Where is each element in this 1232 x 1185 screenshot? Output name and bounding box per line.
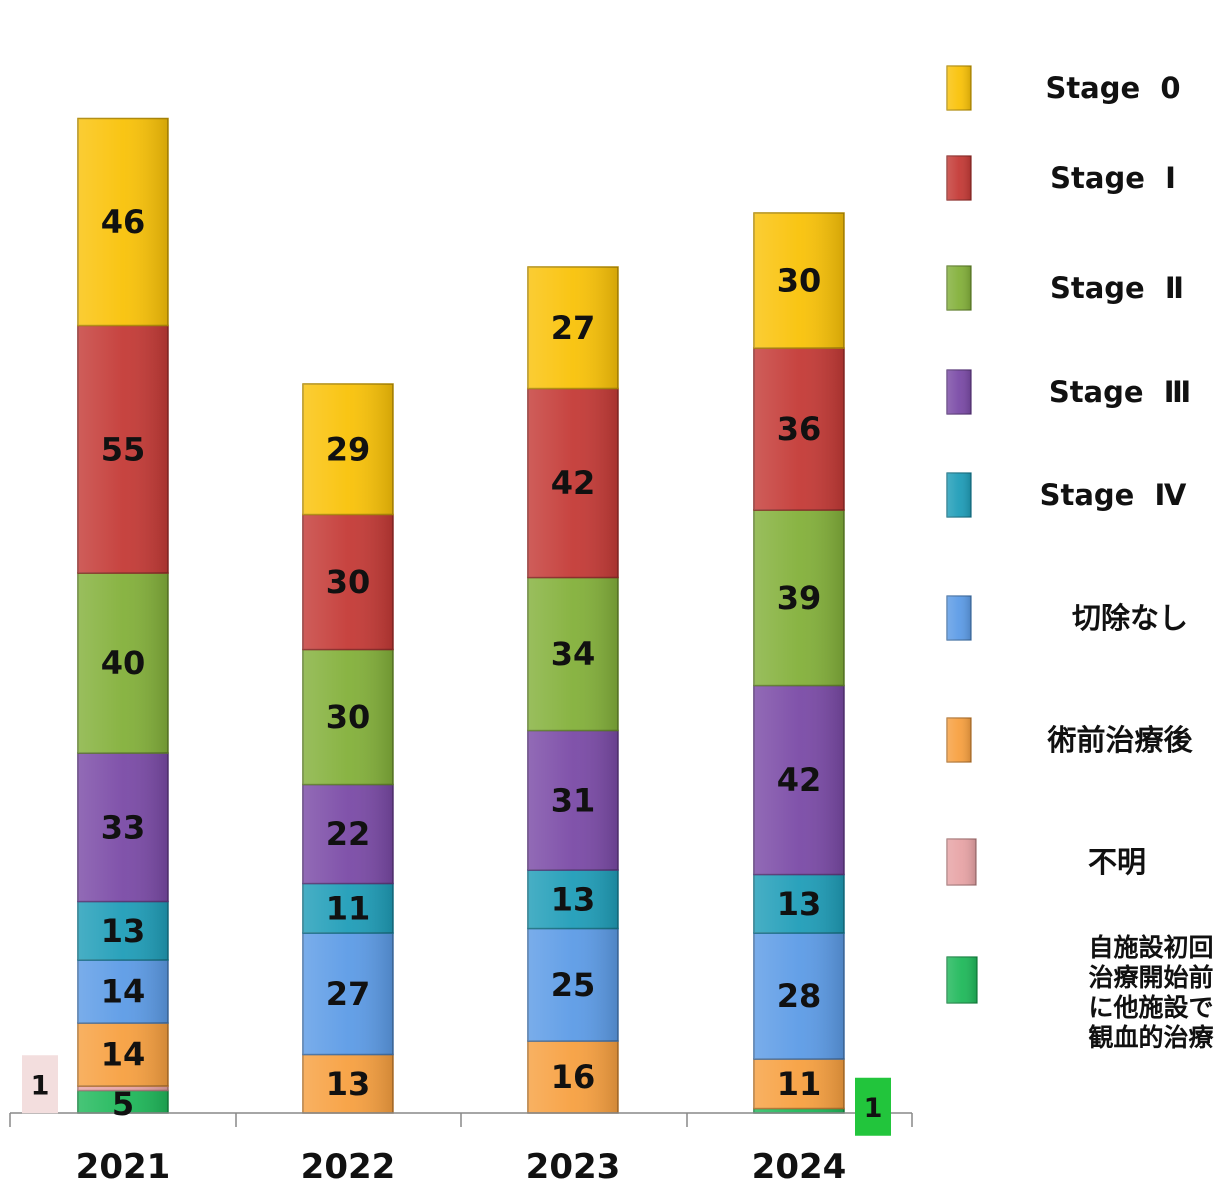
data-labels-layer: 5141413334055461327112230302916251331344… [22, 203, 891, 1136]
data-label: 11 [777, 1065, 822, 1103]
bar-highlight [528, 577, 618, 731]
x-tick-label: 2021 [76, 1147, 171, 1185]
legend-label: Stage Ⅱ [1050, 271, 1184, 305]
bar-highlight [754, 933, 844, 1059]
data-label: 5 [112, 1085, 134, 1123]
bar-highlight [303, 514, 393, 650]
legend-swatch-highlight [947, 957, 977, 1003]
bar-highlight [303, 649, 393, 785]
callout-box [22, 1055, 58, 1114]
bar-highlight [303, 1054, 393, 1113]
data-label: 13 [777, 885, 822, 923]
legend-swatch-highlight [947, 596, 971, 640]
legend-label: 切除なし [1072, 601, 1188, 635]
bar-highlight [528, 1041, 618, 1113]
data-label: 36 [777, 410, 822, 448]
data-label: 13 [101, 912, 146, 950]
data-label: 40 [101, 644, 146, 682]
data-label: 11 [326, 889, 371, 927]
callout-box [855, 1077, 891, 1136]
bar-highlight [303, 883, 393, 933]
bar-highlight [78, 118, 168, 326]
x-tick-label: 2023 [526, 1147, 621, 1185]
data-label: 14 [101, 973, 146, 1011]
legend-swatch-highlight [947, 839, 976, 885]
callout-label: 1 [864, 1093, 883, 1124]
data-label: 16 [551, 1058, 596, 1096]
data-label: 55 [101, 430, 146, 468]
bar-highlight [78, 753, 168, 902]
bar-highlight [754, 213, 844, 348]
legend-label: 不明 [1088, 845, 1146, 879]
bar-highlight [528, 730, 618, 870]
x-tick-label: 2022 [301, 1147, 396, 1185]
legend-swatch-highlight [947, 370, 971, 414]
bar-highlight [78, 1090, 168, 1113]
data-label: 30 [326, 563, 371, 601]
data-label: 34 [551, 635, 596, 673]
bar-highlight [303, 933, 393, 1055]
bar-highlight [78, 573, 168, 753]
legend-swatch-highlight [947, 266, 971, 310]
bar-highlight [754, 685, 844, 875]
legend-swatch-highlight [947, 66, 971, 110]
data-label: 29 [326, 430, 371, 468]
bar-highlight [754, 874, 844, 933]
x-axis: 2021 2022 2023 2024 [9, 1112, 913, 1185]
data-label: 39 [777, 579, 822, 617]
bar-highlight [303, 384, 393, 515]
data-label: 30 [777, 262, 822, 300]
legend-label: 術前治療後 [1046, 723, 1193, 757]
data-label: 30 [326, 698, 371, 736]
legend-label-line: 観血的治療 [1088, 1023, 1213, 1052]
bars-layer [77, 117, 845, 1114]
data-label: 13 [326, 1065, 371, 1103]
data-label: 46 [101, 203, 146, 241]
legend-label: Stage Ⅰ [1050, 161, 1176, 195]
bar-highlight [754, 510, 844, 686]
bar-highlight [78, 960, 168, 1023]
legend-swatch-highlight [947, 718, 971, 762]
data-label: 14 [101, 1036, 146, 1074]
bar-highlight [528, 267, 618, 389]
bar-highlight [754, 1108, 844, 1113]
legend-swatch-highlight [947, 156, 971, 200]
bar-highlight [78, 901, 168, 960]
bar-highlight [78, 1023, 168, 1086]
data-label: 28 [777, 977, 822, 1015]
x-tick-label: 2024 [752, 1147, 847, 1185]
bar-highlight [303, 784, 393, 884]
data-label: 27 [551, 309, 596, 347]
data-label: 27 [326, 975, 371, 1013]
legend-swatch-highlight [947, 473, 971, 517]
bar-highlight [528, 388, 618, 578]
legend-label-line: 自施設初回 [1088, 933, 1213, 962]
legend: Stage 0 Stage Ⅰ Stage Ⅱ Stage Ⅲ Stage Ⅳ 切除なし術… [946, 65, 1214, 1052]
data-label: 25 [551, 966, 596, 1004]
bar-highlight [754, 1059, 844, 1109]
data-label: 22 [326, 815, 371, 853]
bar-highlight [78, 325, 168, 573]
legend-label: Stage Ⅲ [1049, 375, 1191, 409]
bar-highlight [78, 1086, 168, 1091]
data-label: 33 [101, 808, 146, 846]
data-label: 42 [777, 761, 822, 799]
data-label: 13 [551, 880, 596, 918]
data-label: 42 [551, 464, 596, 502]
legend-label: 自施設初回治療開始前に他施設で観血的治療 [1088, 933, 1213, 1052]
legend-label-line: 治療開始前 [1088, 963, 1213, 992]
bar-highlight [528, 870, 618, 929]
bar-highlight [754, 348, 844, 510]
callout-label: 1 [31, 1070, 50, 1101]
legend-label: Stage Ⅳ [1040, 478, 1187, 512]
legend-label: Stage 0 [1045, 71, 1180, 105]
bar-highlight [528, 928, 618, 1041]
data-label: 31 [551, 781, 596, 819]
legend-label-line: に他施設で [1088, 993, 1213, 1022]
